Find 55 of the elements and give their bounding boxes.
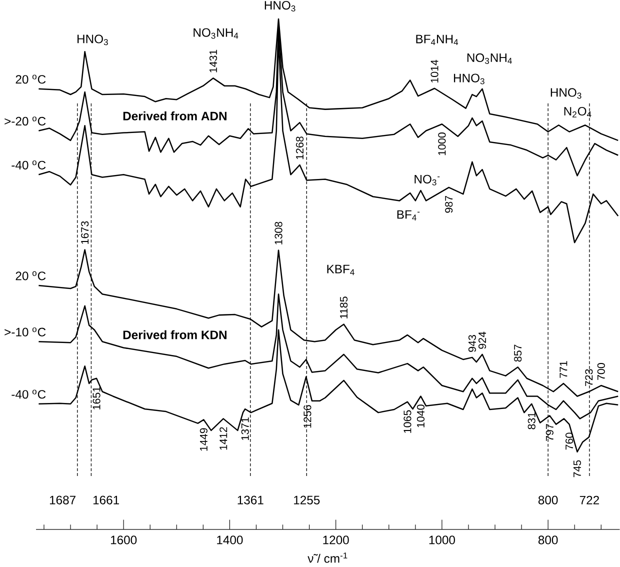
annotation: 1449	[200, 428, 208, 451]
ref-line-label: 722	[580, 496, 599, 504]
ref-line-label: 1255	[294, 496, 320, 504]
annotation: 987	[445, 196, 453, 213]
annotation: HNO$_{3}$	[78, 34, 108, 46]
annotation: HNO$_{3}$	[454, 74, 484, 84]
annotation: Derived from ADN	[123, 112, 226, 120]
annotation: 831	[528, 412, 536, 430]
annotation: N$_{2}$O$_{4}$	[564, 107, 592, 118]
annotation: 1268	[296, 136, 304, 160]
x-tick-label: 800	[538, 536, 558, 544]
annotation: HNO$_{3}$	[550, 88, 582, 99]
annotation: KBF$_{4}$	[327, 264, 354, 276]
x-tick-label: 1200	[323, 536, 349, 544]
annotation: 1065	[404, 410, 412, 433]
annotation: BF$_{4}$NH$_{4}$	[416, 34, 458, 46]
annotation: 1040	[416, 404, 425, 428]
annotation: NO$_{3}$NH$_{4}$	[467, 53, 512, 64]
annotation: 700	[597, 363, 605, 380]
annotation: 1412	[220, 427, 228, 450]
annotation: 745	[574, 460, 581, 478]
ref-line-label: 1687	[50, 496, 76, 504]
annotation: 797	[546, 424, 554, 441]
text: HNO$_{3}$	[264, 1, 296, 12]
series-label: 20 $^{o}$C	[16, 74, 46, 84]
annotation: 1014	[430, 60, 438, 83]
x-tick-label: 1000	[429, 536, 455, 544]
annotation: 771	[560, 361, 568, 378]
annotation: NO$_{3}$NH$_{4}$	[194, 28, 238, 39]
annotation: Derived from KDN	[123, 330, 226, 340]
annotation: 924	[478, 332, 486, 349]
annotation: BF$_{4}$-	[397, 210, 420, 221]
annotation: 723	[585, 369, 593, 386]
series-label: -40 $^{o}$C	[12, 160, 46, 170]
series-label: >-20 $^{o}$C	[4, 116, 46, 126]
annotation: 1185	[340, 296, 348, 318]
series-label: -40 $^{o}$C	[12, 390, 46, 399]
series-label: 20 $^{o}$C	[16, 271, 46, 280]
annotation: 1371	[241, 418, 249, 440]
annotation: 943	[468, 335, 476, 352]
ref-line-label: 1661	[93, 496, 119, 504]
annotation: 1431	[209, 50, 218, 72]
ref-line-label: 800	[538, 496, 558, 504]
annotation: 1256	[304, 405, 312, 428]
annotation: NO$_{3}$-	[414, 174, 440, 186]
series-label: >-10 $^{o}$C	[4, 328, 46, 336]
ref-line-label: 1361	[238, 496, 264, 504]
annotation: 1673	[81, 221, 89, 244]
annotation: 1651	[92, 386, 100, 410]
x-axis-title: ν̃ / cm$^{-1}$	[308, 552, 348, 563]
x-tick-label: 1600	[110, 536, 137, 544]
annotation: 1000	[438, 132, 446, 156]
annotation: 1308	[274, 222, 282, 244]
x-tick-label: 1400	[217, 536, 243, 544]
annotation: 857	[514, 344, 522, 362]
